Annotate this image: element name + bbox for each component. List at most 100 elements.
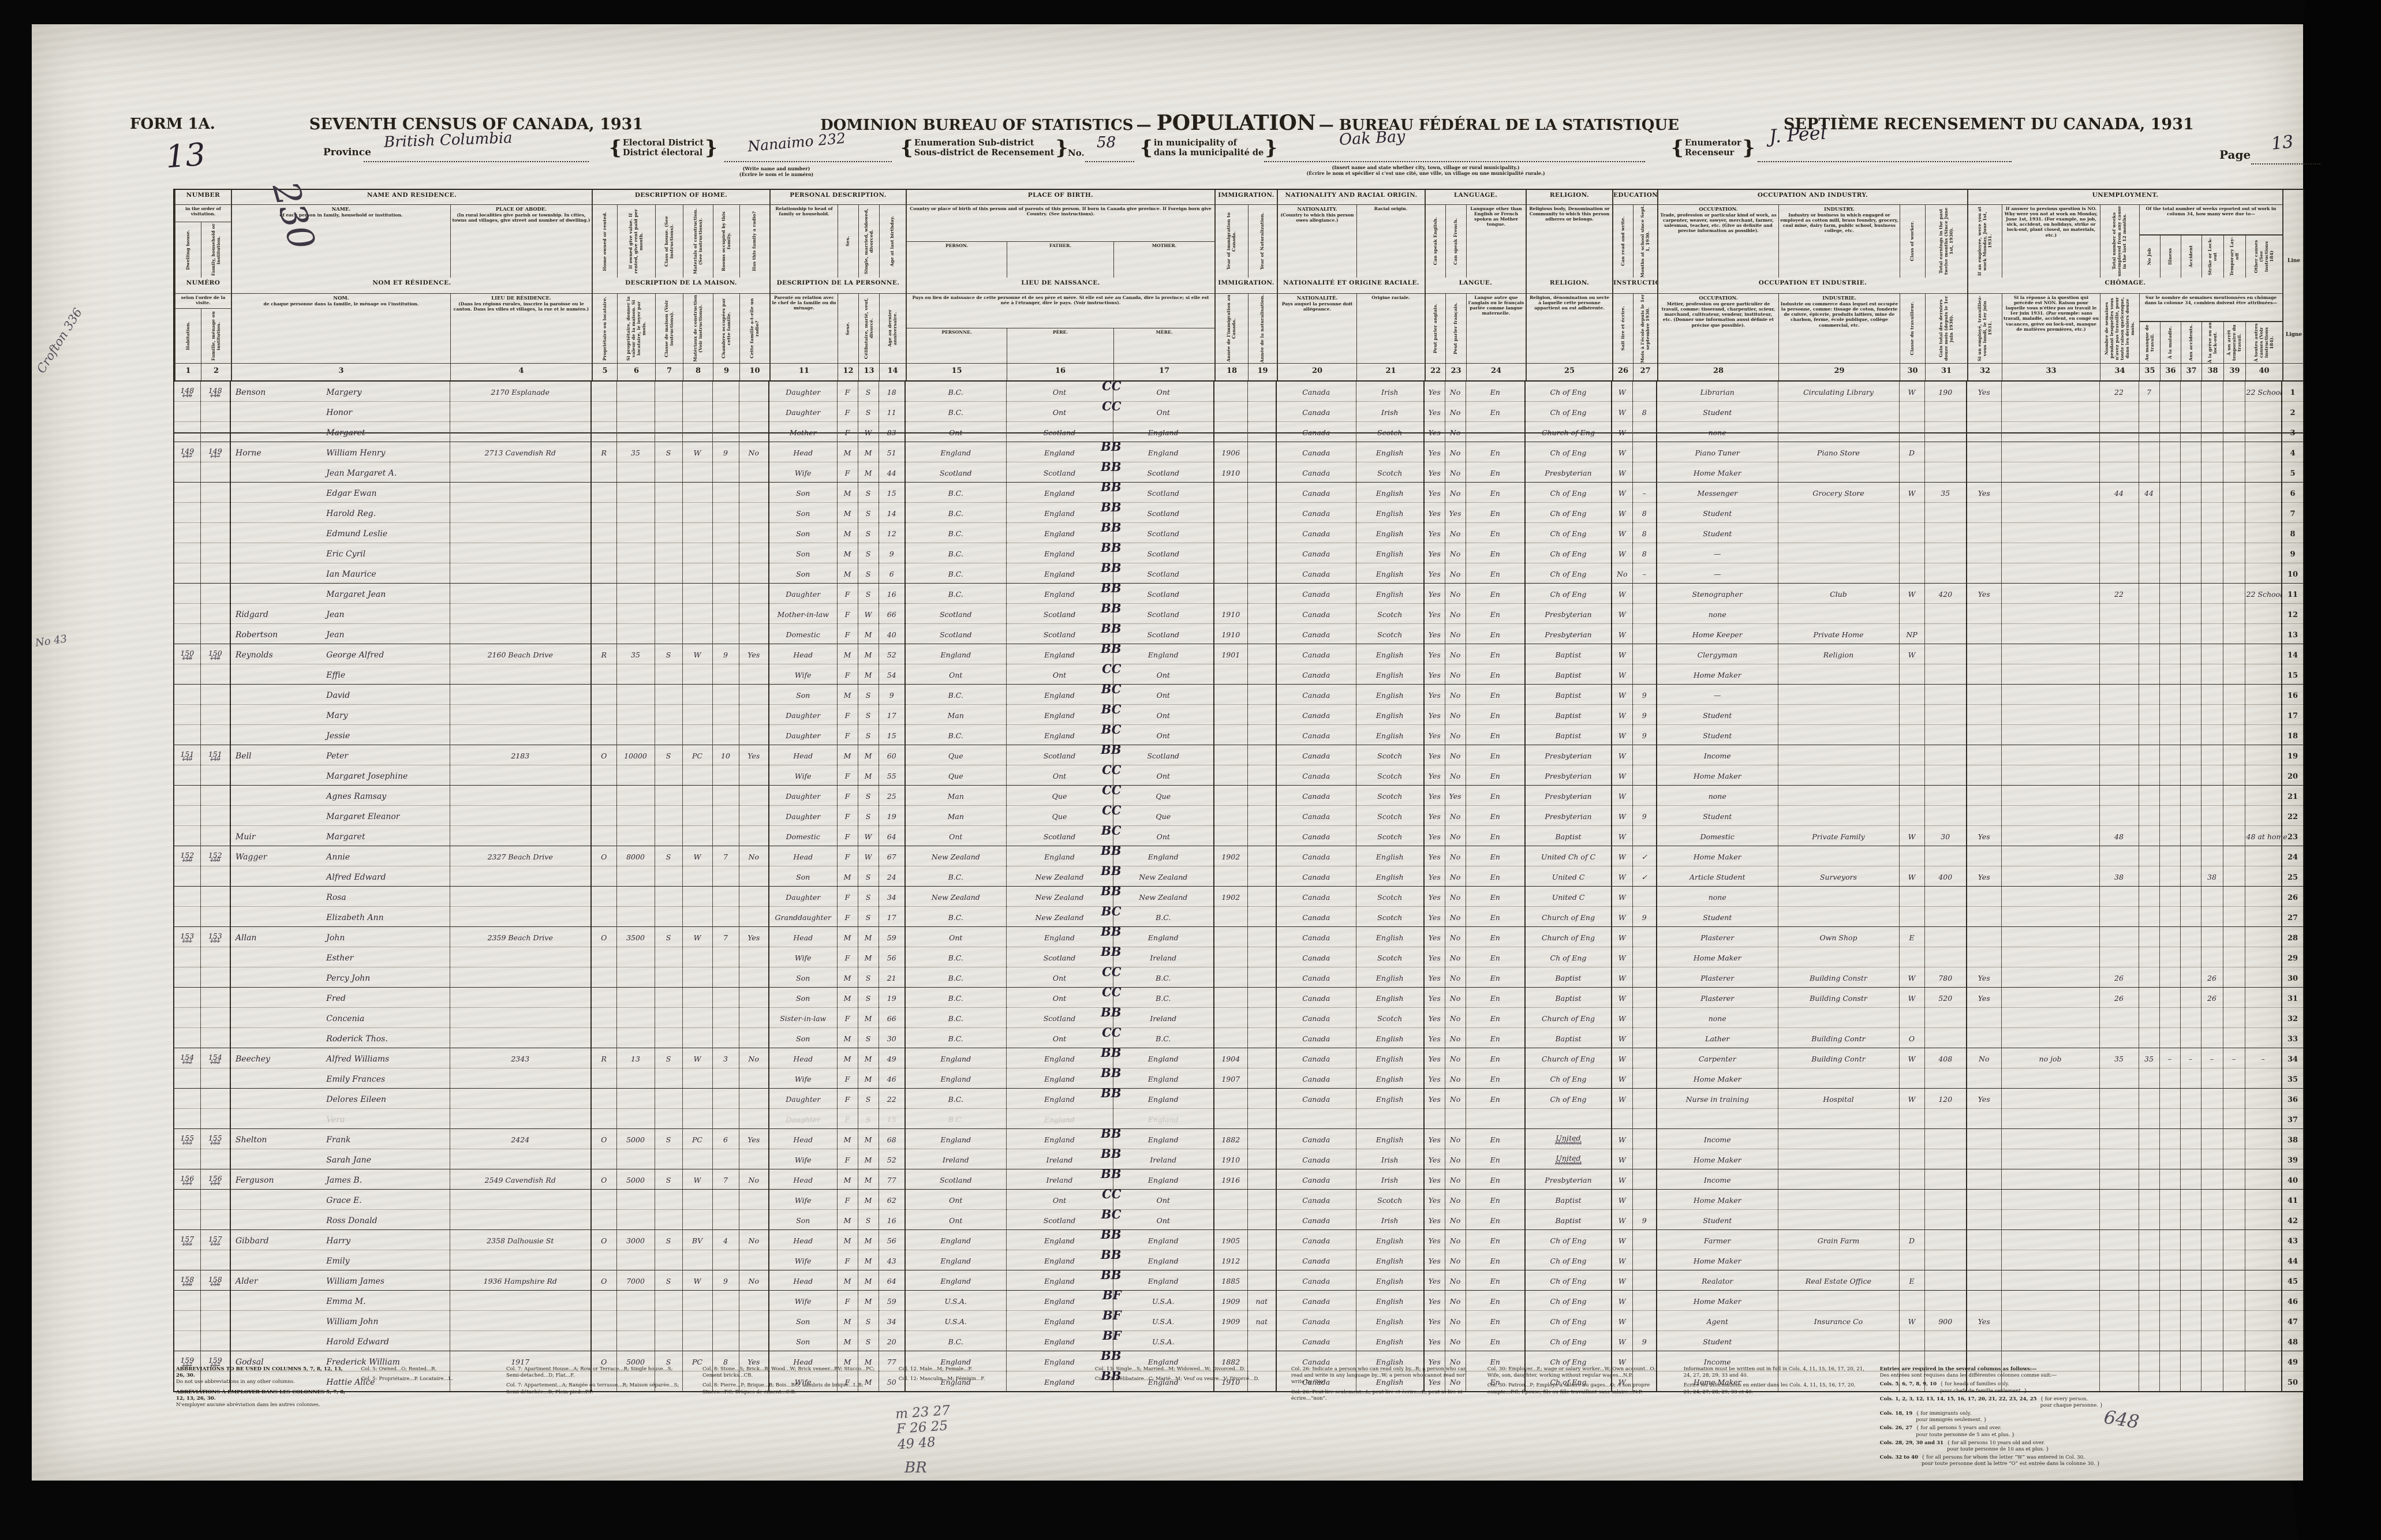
table-header: NUMBER NUMÉRO in the order of visitation. s…: [174, 190, 2304, 382]
cell-5: R: [590, 442, 616, 462]
cell-20: Canada: [1276, 926, 1356, 947]
cell-26: W: [1611, 462, 1632, 483]
cell-27: [1632, 664, 1657, 685]
cell-31: [1924, 1169, 1967, 1190]
cell-16: Ont CC: [1006, 1187, 1122, 1210]
cell-24: En: [1465, 1149, 1525, 1169]
cell-38: [2200, 522, 2223, 543]
cell-34: [2099, 462, 2139, 483]
cell-18: [1213, 906, 1247, 927]
cell-18: 1907: [1213, 1068, 1247, 1089]
cell-34: [2099, 623, 2139, 644]
cell-34: [2099, 724, 2139, 745]
cell-7: [654, 1189, 682, 1210]
cell-19: [1247, 1007, 1276, 1028]
cell-4: [449, 765, 591, 786]
cell-25: Presbyterian: [1524, 462, 1612, 483]
census-row: 154 152 154 152 Beechey Alfred Williams 2343 R 1…: [173, 1045, 2304, 1068]
cell-40: [2244, 745, 2282, 765]
cell-21: English: [1355, 1270, 1424, 1291]
cell-39: [2222, 1189, 2245, 1210]
cell-21: English: [1355, 1128, 1424, 1149]
cell-18: 1909: [1213, 1290, 1247, 1311]
cell-11: Domestic: [768, 825, 837, 846]
cell-40: [2244, 462, 2282, 483]
cell-6: 3000: [616, 1229, 655, 1250]
cell-11: Granddaughter: [768, 906, 837, 927]
cell-27: 9: [1632, 684, 1657, 705]
cell-18: 1882: [1213, 1351, 1247, 1371]
cell-25: Ch of Eng: [1524, 543, 1612, 563]
cell-13: M: [857, 664, 879, 685]
cell-37: [2180, 765, 2201, 786]
cell-36: [2159, 401, 2180, 422]
cell-37: [2180, 1250, 2201, 1270]
cell-3: Percy John: [230, 967, 450, 988]
cell-14: 22: [878, 1088, 905, 1109]
cell-32: [1966, 765, 2001, 786]
cell-16: Scotland BB: [1006, 944, 1122, 967]
cell-20: Canada: [1276, 846, 1356, 866]
group-title-en: DESCRIPTION OF HOME.: [592, 190, 769, 205]
cell-7: [654, 967, 682, 988]
cell-line: 31: [2281, 987, 2304, 1008]
cell-9: [712, 543, 739, 563]
cell-31: 120: [1924, 1088, 1967, 1109]
cell-16: England BB: [1006, 1369, 1122, 1392]
cell-11: Head: [768, 1229, 837, 1250]
dotted-line: [1758, 160, 2012, 162]
cell-11: Daughter: [768, 805, 837, 826]
cell-3: Allan John: [230, 926, 450, 947]
cell-10: Yes: [738, 1128, 769, 1149]
cell-13: S: [857, 1330, 879, 1351]
cell-21: Scotch: [1355, 603, 1424, 624]
column-number: 40: [2245, 363, 2282, 380]
cell-26: W: [1611, 522, 1632, 543]
cell-29: Real Estate Office: [1777, 1270, 1899, 1291]
cell-31: 408: [1924, 1048, 1967, 1068]
cell-26: W: [1611, 1189, 1632, 1210]
group-title-en: IMMIGRATION.: [1214, 190, 1277, 205]
cell-23: Yes: [1444, 785, 1466, 806]
cell-31: [1924, 502, 1967, 523]
col-header-40: À toutes autres causes (Voir instruction…: [2245, 322, 2282, 363]
cell-32: Yes: [1966, 1310, 2001, 1331]
col-header-5: Propriétaire ou locataire.: [592, 294, 617, 363]
cell-13: S: [857, 785, 879, 806]
cell-16: Scotland BB: [1006, 601, 1122, 624]
census-title-fr: SEPTIÈME RECENSEMENT DU CANADA, 1931: [1784, 115, 2194, 133]
cell-23: No: [1444, 1048, 1466, 1068]
col-header-4: PLACE OF ABODE. (In rural localities give…: [450, 205, 592, 278]
cell-12: M: [836, 1128, 858, 1149]
cell-22: Yes: [1423, 522, 1445, 543]
cell-20: Canada: [1276, 1048, 1356, 1068]
cell-1: [173, 1189, 200, 1210]
cell-13: S: [857, 866, 879, 887]
cell-2: [200, 1149, 230, 1169]
cell-7: [654, 401, 682, 422]
cell-3: Ferguson James B.: [230, 1169, 450, 1190]
cell-20: Canada: [1276, 724, 1356, 745]
cell-37: [2180, 987, 2201, 1008]
cell-15: Ireland: [904, 1149, 1006, 1169]
cell-22: Yes: [1423, 886, 1445, 907]
cell-38: [2200, 1270, 2223, 1291]
column-number: 37: [2181, 363, 2201, 380]
cell-line: 3: [2281, 421, 2304, 442]
cell-7: [654, 563, 682, 584]
cell-33: [2001, 866, 2099, 887]
census-row: Robertson Jean Domestic F M 40 Scotland Scotlan…: [173, 621, 2304, 644]
scan-edge-bottom: [0, 1481, 2381, 1540]
cell-40: [2244, 1290, 2282, 1311]
cell-3: Edgar Ewan: [230, 482, 450, 503]
cell-22: Yes: [1423, 583, 1445, 604]
cell-36: [2159, 1169, 2180, 1190]
cell-5: [590, 382, 616, 402]
cell-17: Ireland: [1112, 947, 1214, 967]
cell-24: En: [1465, 1330, 1525, 1351]
cell-1: 155 153: [173, 1128, 200, 1149]
cell-15: B.C.: [904, 1330, 1006, 1351]
cell-17: Scotland: [1112, 563, 1214, 584]
cell-25: Baptist: [1524, 1189, 1612, 1210]
group-title-en: LANGUAGE.: [1425, 190, 1526, 205]
